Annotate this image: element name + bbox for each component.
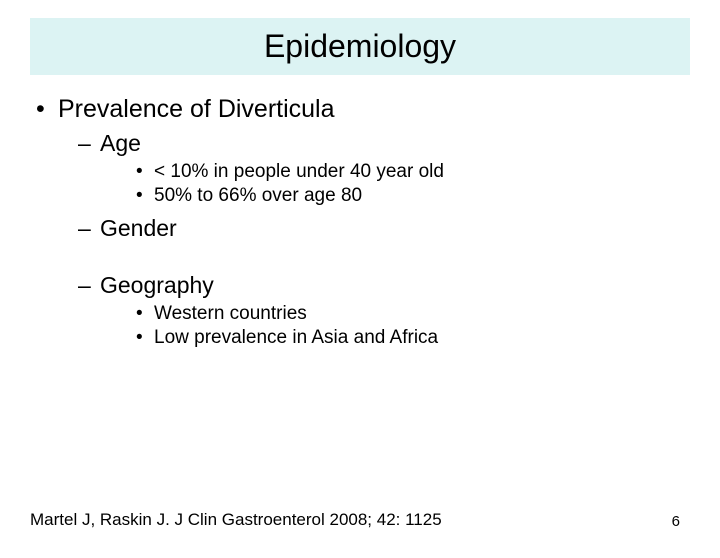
- bullet-geography: Geography Western countries Low prevalen…: [58, 272, 690, 349]
- bullet-geo-item-2: Low prevalence in Asia and Africa: [100, 327, 690, 349]
- bullet-age-text: Age: [100, 130, 141, 156]
- bullet-geo-item-1: Western countries: [100, 303, 690, 325]
- bullet-list-lvl3-geography: Western countries Low prevalence in Asia…: [100, 303, 690, 349]
- bullet-main-text: Prevalence of Diverticula: [58, 95, 335, 123]
- bullet-list-lvl3-age: < 10% in people under 40 year old 50% to…: [100, 161, 690, 207]
- bullet-main: Prevalence of Diverticula Age < 10% in p…: [30, 95, 690, 349]
- bullet-gender-text: Gender: [100, 215, 177, 241]
- bullet-age-item-1: < 10% in people under 40 year old: [100, 161, 690, 183]
- slide-title: Epidemiology: [30, 28, 690, 65]
- bullet-age: Age < 10% in people under 40 year old 50…: [58, 130, 690, 207]
- bullet-list-lvl1: Prevalence of Diverticula Age < 10% in p…: [30, 95, 690, 349]
- bullet-list-lvl2: Age < 10% in people under 40 year old 50…: [58, 130, 690, 349]
- gender-spacer: [100, 242, 690, 268]
- page-number: 6: [672, 513, 680, 530]
- bullet-age-item-2: 50% to 66% over age 80: [100, 185, 690, 207]
- bullet-geography-text: Geography: [100, 272, 214, 298]
- title-bar: Epidemiology: [30, 18, 690, 75]
- content-area: Prevalence of Diverticula Age < 10% in p…: [0, 75, 720, 349]
- bullet-gender: Gender: [58, 215, 690, 268]
- citation: Martel J, Raskin J. J Clin Gastroenterol…: [30, 510, 442, 530]
